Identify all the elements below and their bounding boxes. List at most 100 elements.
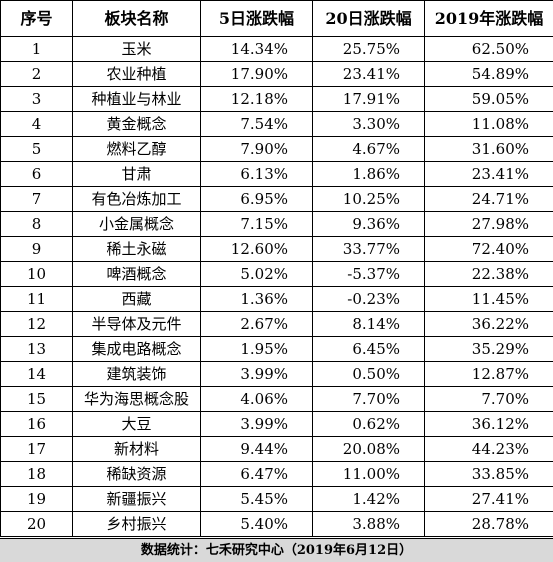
cell-20day-change: 11.00% [312, 461, 425, 487]
cell-index: 9 [0, 236, 73, 262]
cell-2019-change: 44.23% [424, 436, 553, 462]
cell-5day-change: 6.13% [200, 161, 313, 187]
cell-index: 3 [0, 86, 73, 112]
table-row: 1 玉米 14.34% 25.75% 62.50% [0, 36, 553, 62]
cell-index: 15 [0, 386, 73, 412]
cell-20day-change: -0.23% [312, 286, 425, 312]
cell-5day-change: 5.40% [200, 511, 313, 537]
cell-20day-change: 1.86% [312, 161, 425, 187]
cell-2019-change: 35.29% [424, 336, 553, 362]
cell-sector-name: 小金属概念 [72, 211, 201, 237]
table-row: 8 小金属概念 7.15% 9.36% 27.98% [0, 211, 553, 237]
header-row: 序号 板块名称 5日涨跌幅 20日涨跌幅 2019年涨跌幅 [0, 0, 553, 37]
table-row: 10 啤酒概念 5.02% -5.37% 22.38% [0, 261, 553, 287]
data-sheet: 序号 板块名称 5日涨跌幅 20日涨跌幅 2019年涨跌幅 1 玉米 14.34% 2… [0, 0, 553, 537]
cell-5day-change: 6.95% [200, 186, 313, 212]
cell-index: 13 [0, 336, 73, 362]
table-row: 20 乡村振兴 5.40% 3.88% 28.78% [0, 511, 553, 537]
cell-2019-change: 11.45% [424, 286, 553, 312]
cell-index: 14 [0, 361, 73, 387]
cell-20day-change: 9.36% [312, 211, 425, 237]
cell-sector-name: 有色冶炼加工 [72, 186, 201, 212]
cell-5day-change: 3.99% [200, 361, 313, 387]
cell-index: 12 [0, 311, 73, 337]
cell-sector-name: 华为海思概念股 [72, 386, 201, 412]
cell-2019-change: 59.05% [424, 86, 553, 112]
cell-sector-name: 稀缺资源 [72, 461, 201, 487]
table-row: 2 农业种植 17.90% 23.41% 54.89% [0, 61, 553, 87]
table-row: 19 新疆振兴 5.45% 1.42% 27.41% [0, 486, 553, 512]
cell-20day-change: 25.75% [312, 36, 425, 62]
cell-2019-change: 62.50% [424, 36, 553, 62]
cell-2019-change: 24.71% [424, 186, 553, 212]
cell-index: 17 [0, 436, 73, 462]
cell-sector-name: 甘肃 [72, 161, 201, 187]
cell-5day-change: 7.90% [200, 136, 313, 162]
cell-index: 7 [0, 186, 73, 212]
cell-index: 2 [0, 61, 73, 87]
table-header: 序号 板块名称 5日涨跌幅 20日涨跌幅 2019年涨跌幅 [0, 0, 553, 37]
cell-20day-change: 17.91% [312, 86, 425, 112]
cell-20day-change: 23.41% [312, 61, 425, 87]
cell-2019-change: 7.70% [424, 386, 553, 412]
table-row: 4 黄金概念 7.54% 3.30% 11.08% [0, 111, 553, 137]
cell-5day-change: 4.06% [200, 386, 313, 412]
table-row: 12 半导体及元件 2.67% 8.14% 36.22% [0, 311, 553, 337]
cell-sector-name: 大豆 [72, 411, 201, 437]
cell-2019-change: 72.40% [424, 236, 553, 262]
cell-index: 19 [0, 486, 73, 512]
cell-5day-change: 1.95% [200, 336, 313, 362]
source-note: 数据统计：七禾研究中心（2019年6月12日） [140, 543, 413, 558]
cell-2019-change: 27.41% [424, 486, 553, 512]
cell-5day-change: 12.60% [200, 236, 313, 262]
cell-20day-change: 8.14% [312, 311, 425, 337]
table-row: 13 集成电路概念 1.95% 6.45% 35.29% [0, 336, 553, 362]
cell-20day-change: 3.88% [312, 511, 425, 537]
cell-5day-change: 6.47% [200, 461, 313, 487]
header-sector-name: 板块名称 [72, 0, 201, 37]
cell-sector-name: 建筑装饰 [72, 361, 201, 387]
table-row: 14 建筑装饰 3.99% 0.50% 12.87% [0, 361, 553, 387]
cell-5day-change: 5.02% [200, 261, 313, 287]
cell-20day-change: 10.25% [312, 186, 425, 212]
cell-2019-change: 31.60% [424, 136, 553, 162]
cell-sector-name: 黄金概念 [72, 111, 201, 137]
header-20day-change: 20日涨跌幅 [312, 0, 425, 37]
cell-index: 4 [0, 111, 73, 137]
cell-sector-name: 种植业与林业 [72, 86, 201, 112]
table-row: 7 有色冶炼加工 6.95% 10.25% 24.71% [0, 186, 553, 212]
table-body: 1 玉米 14.34% 25.75% 62.50% 2 农业种植 17.90% 23.41% 54… [0, 36, 553, 537]
cell-index: 18 [0, 461, 73, 487]
cell-index: 11 [0, 286, 73, 312]
cell-sector-name: 农业种植 [72, 61, 201, 87]
cell-sector-name: 燃料乙醇 [72, 136, 201, 162]
cell-2019-change: 33.85% [424, 461, 553, 487]
cell-2019-change: 28.78% [424, 511, 553, 537]
cell-2019-change: 27.98% [424, 211, 553, 237]
cell-20day-change: 20.08% [312, 436, 425, 462]
cell-sector-name: 集成电路概念 [72, 336, 201, 362]
cell-sector-name: 玉米 [72, 36, 201, 62]
cell-5day-change: 1.36% [200, 286, 313, 312]
cell-index: 5 [0, 136, 73, 162]
cell-index: 10 [0, 261, 73, 287]
cell-sector-name: 乡村振兴 [72, 511, 201, 537]
cell-5day-change: 7.15% [200, 211, 313, 237]
cell-2019-change: 23.41% [424, 161, 553, 187]
cell-sector-name: 啤酒概念 [72, 261, 201, 287]
cell-20day-change: 4.67% [312, 136, 425, 162]
cell-sector-name: 新材料 [72, 436, 201, 462]
cell-20day-change: -5.37% [312, 261, 425, 287]
table-row: 15 华为海思概念股 4.06% 7.70% 7.70% [0, 386, 553, 412]
cell-sector-name: 新疆振兴 [72, 486, 201, 512]
cell-5day-change: 12.18% [200, 86, 313, 112]
table-row: 16 大豆 3.99% 0.62% 36.12% [0, 411, 553, 437]
cell-index: 8 [0, 211, 73, 237]
cell-5day-change: 5.45% [200, 486, 313, 512]
sector-performance-table: 序号 板块名称 5日涨跌幅 20日涨跌幅 2019年涨跌幅 1 玉米 14.34% 2… [0, 0, 553, 537]
table-row: 6 甘肃 6.13% 1.86% 23.41% [0, 161, 553, 187]
cell-20day-change: 1.42% [312, 486, 425, 512]
header-index: 序号 [0, 0, 73, 37]
table-row: 18 稀缺资源 6.47% 11.00% 33.85% [0, 461, 553, 487]
cell-20day-change: 33.77% [312, 236, 425, 262]
